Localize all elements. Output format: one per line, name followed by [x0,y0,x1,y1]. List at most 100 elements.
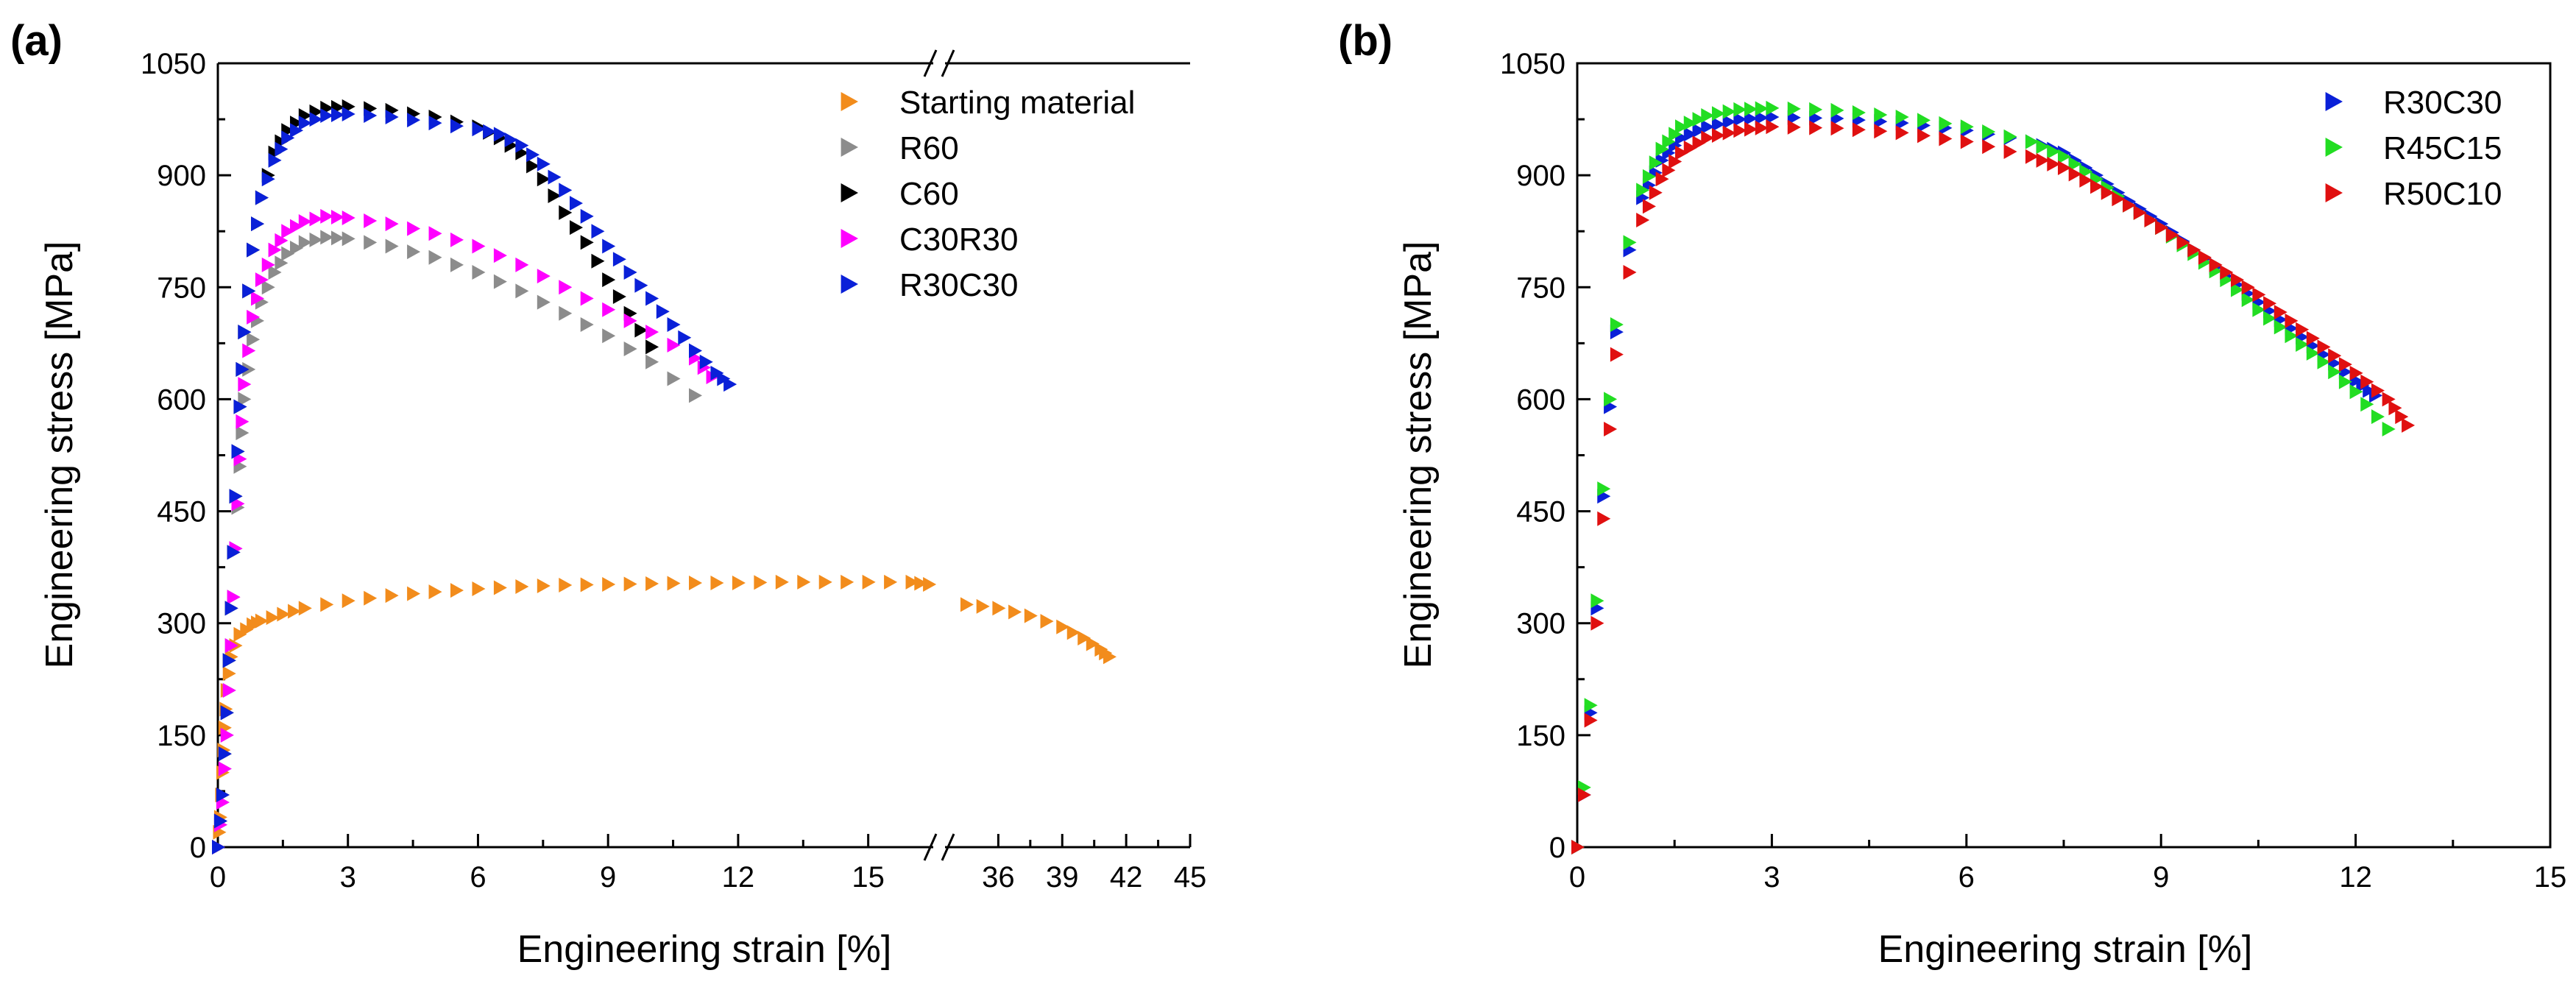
data-point [298,601,312,616]
data-point [255,613,269,629]
data-point [2003,144,2017,160]
data-point [645,291,659,306]
data-point [1809,102,1823,117]
data-point [1066,625,1080,640]
data-point [645,339,659,355]
data-point [2317,339,2331,355]
data-point [526,147,540,163]
data-point [247,332,261,347]
data-point [1692,123,1706,138]
data-point [407,244,421,260]
data-point [1623,265,1637,280]
data-point [634,322,648,338]
data-point [247,309,261,325]
data-point [2101,185,2115,200]
chart-a-ytick-label: 1050 [141,48,206,80]
data-point [537,579,551,593]
data-point [612,252,626,267]
data-point [2274,305,2287,320]
data-point [570,196,583,211]
data-point [602,328,616,344]
data-point [1669,154,1682,169]
data-point [1982,124,1996,139]
data-point [1939,116,1953,131]
data-point [1766,119,1780,135]
data-point [261,171,275,187]
data-point [281,224,295,239]
data-point [2338,357,2352,372]
data-point [1755,110,1769,126]
data-point [1874,124,1888,139]
data-point [1917,128,1931,144]
data-point [2285,328,2299,344]
chart-b-xtick-label: 15 [2534,861,2567,894]
chart-a-legend-item-r30c30: R30C30 [841,267,1018,303]
data-point [364,235,378,250]
data-point [428,116,442,131]
data-point [1830,121,1844,136]
data-point [364,108,378,123]
data-point [233,399,247,414]
data-point [1960,134,1974,149]
chart-a-xtick-label: 6 [470,861,486,894]
panel-b-label: (b) [1338,17,1393,65]
chart-a-legend-item-c60: C60 [841,176,959,212]
data-point [331,107,344,122]
legend-marker [841,275,858,294]
data-point [238,325,252,340]
data-point [309,112,323,127]
data-point [261,257,275,272]
chart-b-axes: 0 150 300 450 600 750 900 1050 0 3 6 9 12 15 [1500,48,2566,894]
data-point [591,253,605,269]
data-point [231,444,245,459]
data-point [236,425,250,441]
data-point [1895,125,1909,141]
data-point [224,601,238,616]
data-point [493,127,507,142]
legend-marker [2325,183,2343,202]
chart-a-xtick-label: 36 [982,861,1015,894]
data-point [255,272,269,288]
data-point [1675,145,1689,160]
data-point [1623,235,1637,250]
data-point [342,210,355,225]
data-point [2388,400,2402,416]
data-point [1636,213,1650,227]
data-point [515,283,529,299]
data-point [1056,619,1070,634]
data-point [342,106,355,121]
data-point [2371,409,2385,425]
chart-b-ylabel: Engineering stress [MPa] [1397,241,1440,669]
data-point [960,597,974,612]
data-point [268,152,282,168]
data-point [1086,636,1100,651]
data-point [1683,140,1697,155]
data-point [2036,152,2050,168]
data-point [1642,169,1656,184]
data-point [266,610,280,626]
data-point [493,580,507,595]
data-point [281,130,295,146]
data-point [732,575,746,590]
data-point [1960,119,1974,135]
data-point [2274,319,2287,335]
panel-a-label: (a) [10,17,63,65]
chart-a-xlabel: Engineering strain [%] [517,928,892,971]
data-point [493,274,507,289]
data-point [1040,614,1054,629]
data-point [320,230,334,245]
chart-a-xtick-label: 42 [1110,861,1143,894]
data-point [570,220,583,236]
data-point [2068,156,2082,171]
data-point [242,283,256,299]
data-point [602,238,616,254]
data-point [2036,139,2050,155]
data-point [290,241,304,256]
chart-b-xlabel: Engineering strain [%] [1878,928,2253,971]
data-point [236,361,250,377]
data-point [710,575,724,590]
data-point [268,265,282,280]
data-point [862,574,876,590]
data-point [320,108,334,123]
data-point [2263,296,2277,311]
